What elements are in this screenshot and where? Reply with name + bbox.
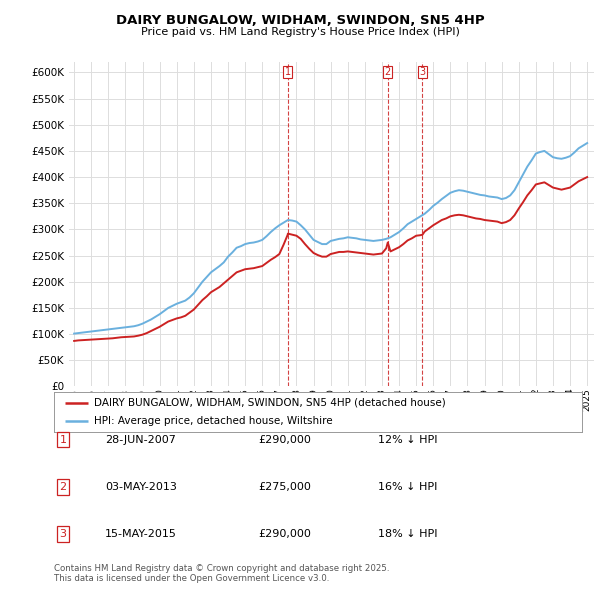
Text: £275,000: £275,000	[258, 482, 311, 491]
Text: Price paid vs. HM Land Registry's House Price Index (HPI): Price paid vs. HM Land Registry's House …	[140, 27, 460, 37]
Text: 16% ↓ HPI: 16% ↓ HPI	[378, 482, 437, 491]
Text: HPI: Average price, detached house, Wiltshire: HPI: Average price, detached house, Wilt…	[94, 416, 332, 426]
Text: 03-MAY-2013: 03-MAY-2013	[105, 482, 177, 491]
Text: £290,000: £290,000	[258, 529, 311, 539]
Text: 1: 1	[284, 67, 291, 77]
Text: 12% ↓ HPI: 12% ↓ HPI	[378, 435, 437, 444]
Text: 3: 3	[419, 67, 425, 77]
Text: DAIRY BUNGALOW, WIDHAM, SWINDON, SN5 4HP (detached house): DAIRY BUNGALOW, WIDHAM, SWINDON, SN5 4HP…	[94, 398, 445, 408]
Text: DAIRY BUNGALOW, WIDHAM, SWINDON, SN5 4HP: DAIRY BUNGALOW, WIDHAM, SWINDON, SN5 4HP	[116, 14, 484, 27]
Text: 1: 1	[59, 435, 67, 444]
Text: 2: 2	[385, 67, 391, 77]
Text: £290,000: £290,000	[258, 435, 311, 444]
Text: 15-MAY-2015: 15-MAY-2015	[105, 529, 177, 539]
Text: 3: 3	[59, 529, 67, 539]
Text: 2: 2	[59, 482, 67, 491]
Text: Contains HM Land Registry data © Crown copyright and database right 2025.
This d: Contains HM Land Registry data © Crown c…	[54, 563, 389, 583]
Text: 18% ↓ HPI: 18% ↓ HPI	[378, 529, 437, 539]
Text: 28-JUN-2007: 28-JUN-2007	[105, 435, 176, 444]
